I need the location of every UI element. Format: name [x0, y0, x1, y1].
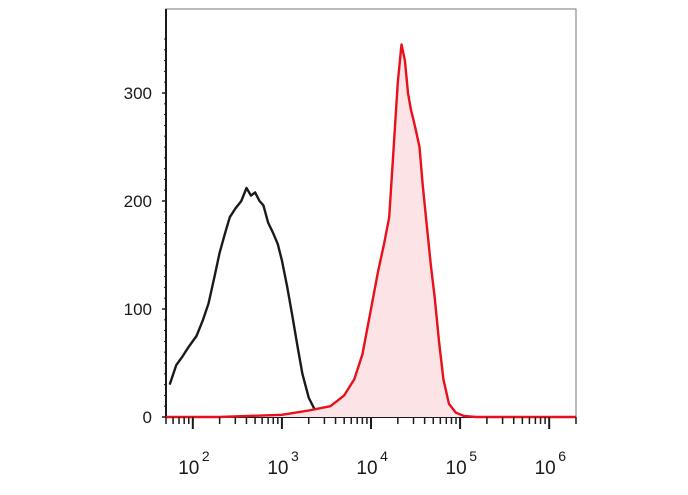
- x-tick-label-exponent: 6: [558, 448, 566, 464]
- x-tick-label-base: 10: [535, 458, 556, 479]
- x-tick-label-exponent: 2: [202, 448, 210, 464]
- x-tick-label-base: 10: [446, 458, 467, 479]
- y-tick-label: 300: [124, 84, 152, 103]
- x-tick-label: 102: [178, 448, 210, 479]
- series-1-line: [166, 43, 576, 419]
- x-tick-label-exponent: 3: [291, 448, 299, 464]
- series-0-line: [168, 186, 328, 419]
- x-tick-label-exponent: 4: [380, 448, 388, 464]
- y-tick-label: 200: [124, 192, 152, 211]
- x-tick-label-base: 10: [267, 458, 288, 479]
- x-tick-label: 104: [356, 448, 388, 479]
- x-tick-label-base: 10: [356, 458, 377, 479]
- x-tick-label-base: 10: [178, 458, 199, 479]
- y-tick-label: 100: [124, 300, 152, 319]
- y-axis-ticks: 0 100 200 300: [124, 38, 166, 427]
- series-layer: [166, 43, 576, 419]
- series-1-area: [166, 44, 576, 418]
- x-tick-label-exponent: 5: [469, 448, 477, 464]
- x-tick-label: 103: [267, 448, 299, 479]
- x-tick-label: 106: [535, 448, 567, 479]
- x-tick-label: 105: [446, 448, 478, 479]
- y-tick-label: 0: [143, 408, 152, 427]
